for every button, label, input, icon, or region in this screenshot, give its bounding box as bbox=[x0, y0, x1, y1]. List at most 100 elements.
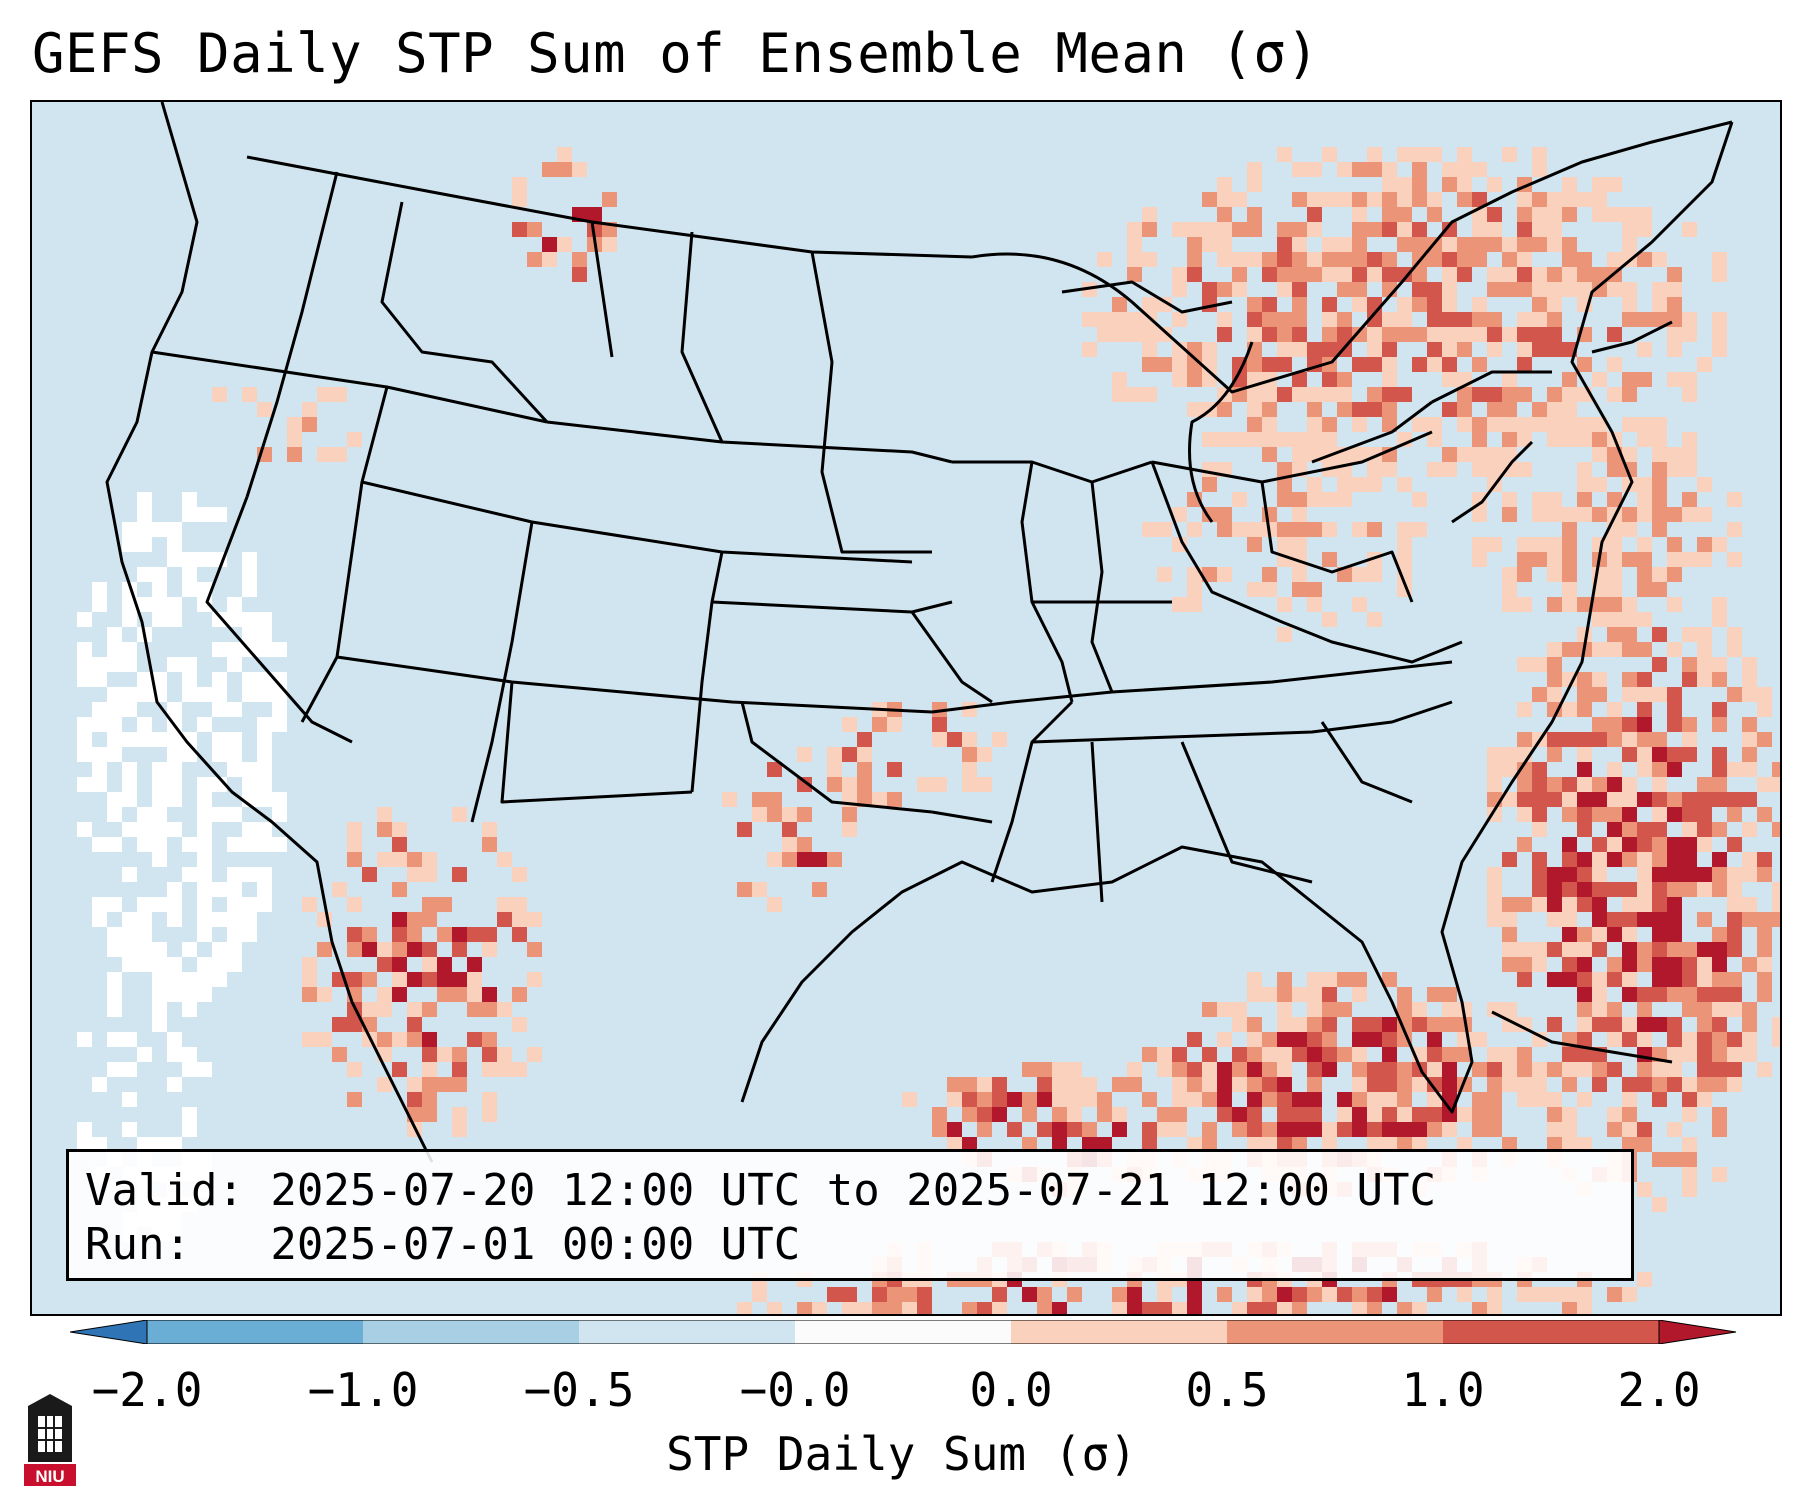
anomaly-cell bbox=[1622, 687, 1637, 702]
anomaly-cell bbox=[92, 747, 107, 762]
anomaly-cell bbox=[347, 822, 362, 837]
anomaly-cell bbox=[1157, 1302, 1172, 1314]
anomaly-cell bbox=[1472, 1062, 1487, 1077]
anomaly-cell bbox=[932, 1107, 947, 1122]
anomaly-cell bbox=[1142, 387, 1157, 402]
anomaly-cell bbox=[1487, 1122, 1502, 1137]
anomaly-cell bbox=[1367, 1302, 1382, 1314]
anomaly-cell bbox=[1562, 507, 1577, 522]
anomaly-cell bbox=[1577, 927, 1592, 942]
anomaly-cell bbox=[1532, 552, 1547, 567]
anomaly-cell bbox=[1382, 162, 1397, 177]
anomaly-cell bbox=[1397, 1002, 1412, 1017]
anomaly-cell bbox=[1637, 702, 1652, 717]
anomaly-cell bbox=[1652, 687, 1667, 702]
anomaly-cell bbox=[512, 192, 527, 207]
anomaly-cell bbox=[257, 837, 272, 852]
anomaly-cell bbox=[1547, 507, 1562, 522]
anomaly-cell bbox=[137, 807, 152, 822]
anomaly-cell bbox=[1472, 537, 1487, 552]
anomaly-cell bbox=[422, 912, 437, 927]
anomaly-cell bbox=[1712, 1062, 1727, 1077]
colorbar-bin bbox=[1011, 1320, 1227, 1344]
anomaly-cell bbox=[1277, 1077, 1292, 1092]
anomaly-cell bbox=[1592, 417, 1607, 432]
anomaly-cell bbox=[497, 1047, 512, 1062]
anomaly-cell bbox=[1487, 222, 1502, 237]
anomaly-cell bbox=[1772, 1032, 1780, 1047]
anomaly-cell bbox=[182, 1002, 197, 1017]
anomaly-cell bbox=[1487, 1107, 1502, 1122]
anomaly-cell bbox=[1307, 1122, 1322, 1137]
anomaly-cell bbox=[1052, 1107, 1067, 1122]
anomaly-cell bbox=[1622, 717, 1637, 732]
anomaly-cell bbox=[1682, 1032, 1697, 1047]
anomaly-cell bbox=[107, 837, 122, 852]
anomaly-cell bbox=[1652, 477, 1667, 492]
anomaly-cell bbox=[272, 807, 287, 822]
anomaly-cell bbox=[1577, 1032, 1592, 1047]
anomaly-cell bbox=[242, 822, 257, 837]
anomaly-cell bbox=[782, 852, 797, 867]
anomaly-cell bbox=[1622, 1092, 1637, 1107]
anomaly-cell bbox=[1142, 297, 1157, 312]
anomaly-cell bbox=[1562, 237, 1577, 252]
anomaly-cell bbox=[1502, 897, 1517, 912]
anomaly-cell bbox=[1472, 252, 1487, 267]
anomaly-cell bbox=[1292, 327, 1307, 342]
anomaly-cell bbox=[152, 792, 167, 807]
anomaly-cell bbox=[1652, 282, 1667, 297]
anomaly-cell bbox=[1487, 177, 1502, 192]
anomaly-cell bbox=[1562, 372, 1577, 387]
anomaly-cell bbox=[1247, 1062, 1262, 1077]
anomaly-cell bbox=[1127, 312, 1142, 327]
anomaly-cell bbox=[1172, 372, 1187, 387]
anomaly-cell bbox=[1367, 1032, 1382, 1047]
anomaly-cell bbox=[1682, 717, 1697, 732]
anomaly-cell bbox=[197, 792, 212, 807]
anomaly-cell bbox=[1592, 1062, 1607, 1077]
anomaly-cell bbox=[1277, 627, 1292, 642]
anomaly-cell bbox=[1412, 417, 1427, 432]
anomaly-cell bbox=[512, 912, 527, 927]
anomaly-cell bbox=[1262, 387, 1277, 402]
anomaly-cell bbox=[1697, 477, 1712, 492]
anomaly-cell bbox=[137, 1137, 152, 1152]
anomaly-cell bbox=[1532, 402, 1547, 417]
anomaly-cell bbox=[1532, 1287, 1547, 1302]
anomaly-cell bbox=[1217, 207, 1232, 222]
anomaly-cell bbox=[1172, 312, 1187, 327]
anomaly-cell bbox=[362, 1002, 377, 1017]
anomaly-cell bbox=[1157, 1062, 1172, 1077]
anomaly-cell bbox=[1697, 1032, 1712, 1047]
anomaly-cell bbox=[1652, 867, 1667, 882]
anomaly-cell bbox=[1622, 807, 1637, 822]
anomaly-cell bbox=[167, 537, 182, 552]
anomaly-cell bbox=[407, 942, 422, 957]
anomaly-cell bbox=[152, 612, 167, 627]
anomaly-cell bbox=[1622, 522, 1637, 537]
line-40 bbox=[1591, 320, 1673, 354]
anomaly-cell bbox=[1112, 387, 1127, 402]
anomaly-cell bbox=[1397, 987, 1412, 1002]
anomaly-cell bbox=[1607, 1002, 1622, 1017]
anomaly-cell bbox=[1742, 1032, 1757, 1047]
anomaly-cell bbox=[1382, 1107, 1397, 1122]
anomaly-cell bbox=[1562, 837, 1577, 852]
anomaly-cell bbox=[1622, 627, 1637, 642]
anomaly-cell bbox=[1457, 267, 1472, 282]
anomaly-cell bbox=[1187, 582, 1202, 597]
anomaly-cell bbox=[1742, 747, 1757, 762]
anomaly-cell bbox=[1577, 732, 1592, 747]
anomaly-cell bbox=[1577, 792, 1592, 807]
anomaly-cell bbox=[1547, 1092, 1562, 1107]
anomaly-cell bbox=[1322, 1017, 1337, 1032]
anomaly-cell bbox=[1187, 372, 1202, 387]
anomaly-cell bbox=[1637, 207, 1652, 222]
anomaly-cell bbox=[1292, 267, 1307, 282]
anomaly-cell bbox=[1637, 552, 1652, 567]
anomaly-cell bbox=[1697, 552, 1712, 567]
anomaly-cell bbox=[182, 867, 197, 882]
anomaly-cell bbox=[1472, 417, 1487, 432]
anomaly-cell bbox=[1367, 1287, 1382, 1302]
